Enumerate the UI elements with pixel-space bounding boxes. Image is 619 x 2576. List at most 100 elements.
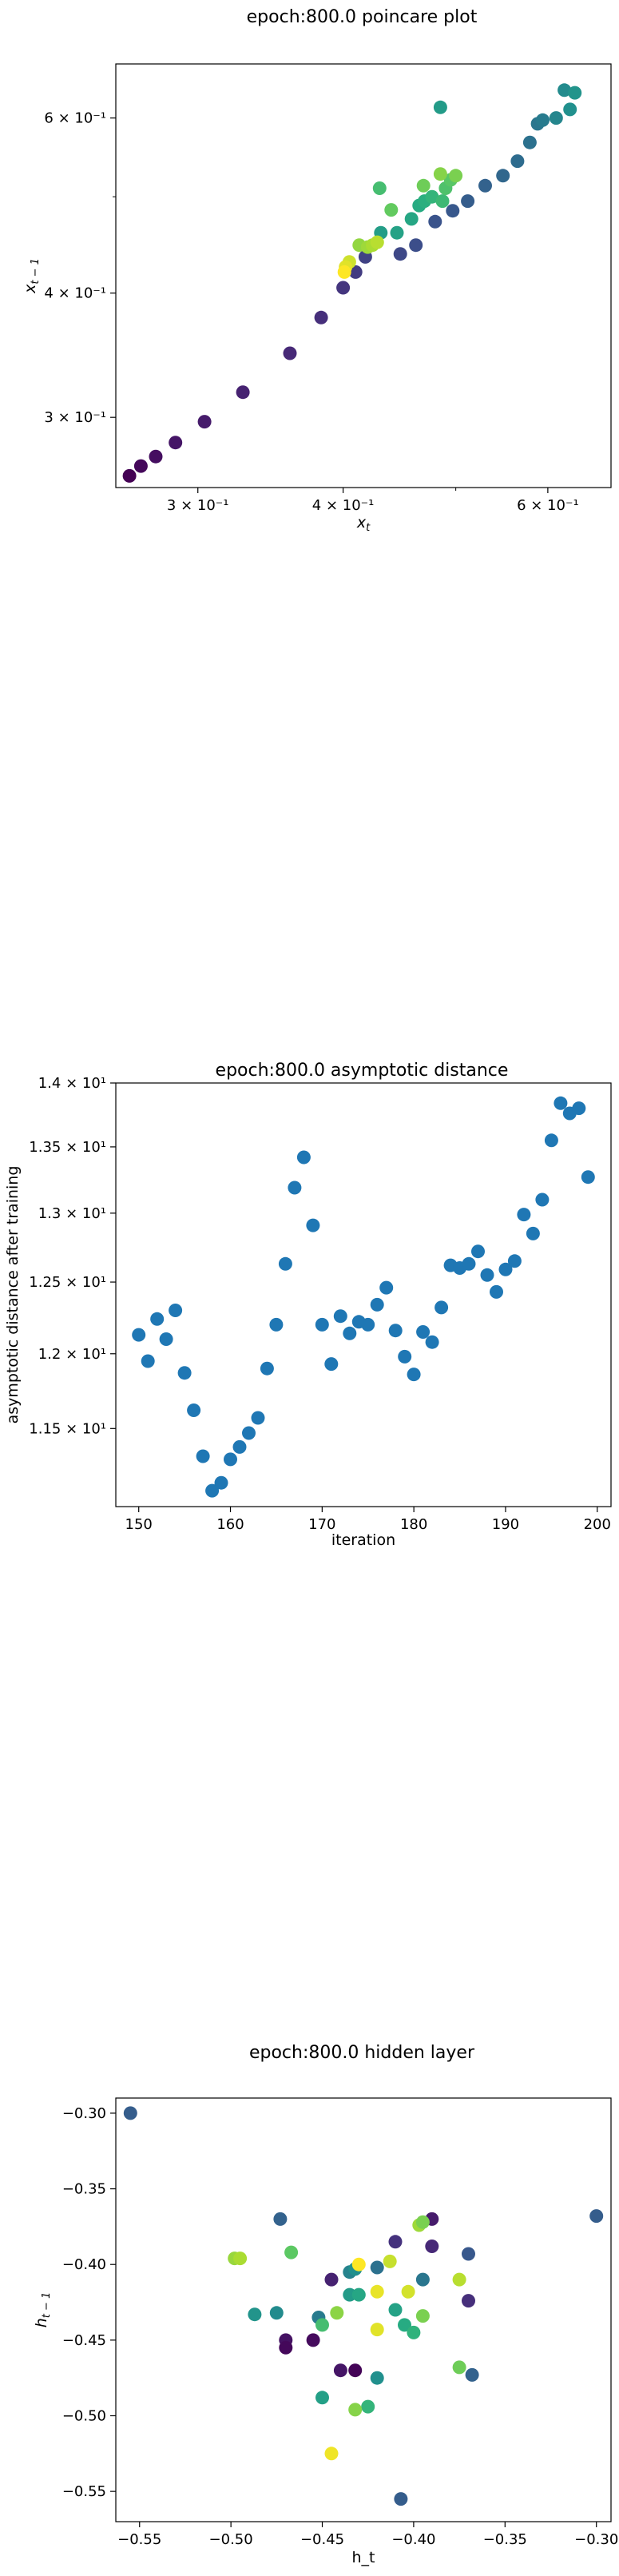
data-point — [343, 1326, 357, 1340]
data-point — [404, 212, 419, 226]
data-point — [462, 1256, 476, 1271]
data-point — [462, 2247, 475, 2261]
data-point — [324, 2447, 339, 2461]
y-tick-label: 1.4 × 10¹ — [38, 1075, 106, 1092]
x-tick-label: −0.40 — [391, 2531, 435, 2548]
data-point — [433, 100, 447, 114]
data-point — [169, 436, 183, 450]
data-point — [361, 2399, 375, 2414]
x-axis-label: iteration — [331, 1531, 395, 1549]
x-tick-label: 150 — [125, 1516, 153, 1533]
asymptotic-distance-plot: epoch:800.0 asymptotic distance 150 160 17… — [4, 1061, 612, 1549]
y-tick-label: −0.50 — [62, 2408, 106, 2425]
data-point — [169, 1304, 183, 1317]
data-point — [314, 310, 328, 324]
x-tick-label: 4 × 10⁻¹ — [312, 497, 375, 514]
x-axis-label: xt — [356, 514, 371, 534]
data-point — [496, 169, 510, 183]
data-point — [351, 2257, 366, 2271]
data-point — [393, 247, 407, 261]
data-point — [348, 2403, 363, 2417]
data-point — [415, 2272, 430, 2287]
y-tick-label: −0.40 — [62, 2256, 106, 2273]
data-point — [348, 2363, 363, 2378]
data-point — [315, 2318, 329, 2332]
y-tick-label: 1.2 × 10¹ — [38, 1346, 106, 1363]
data-point — [388, 2303, 403, 2317]
y-tick-label: 1.25 × 10¹ — [29, 1274, 106, 1291]
data-point — [434, 1300, 449, 1315]
hidden-layer-plot: epoch:800.0 hidden layer −0.55 −0.50 −0.45… — [33, 2043, 618, 2566]
data-point — [370, 2260, 384, 2275]
data-point — [398, 2318, 411, 2332]
data-point — [315, 1317, 329, 1332]
data-point — [333, 2363, 347, 2378]
data-point — [141, 1354, 155, 1368]
data-point — [284, 2245, 299, 2259]
data-point — [554, 1096, 568, 1110]
data-point — [296, 1150, 311, 1165]
data-point — [273, 2212, 288, 2226]
data-point — [122, 468, 137, 483]
data-point — [123, 2106, 137, 2120]
data-point — [581, 1170, 595, 1184]
data-point — [306, 1218, 320, 1232]
data-point — [233, 2252, 248, 2266]
data-point — [324, 2272, 339, 2287]
x-tick-label: 6 × 10⁻¹ — [517, 497, 579, 514]
data-point — [526, 1226, 540, 1240]
x-axis-label: h_t — [352, 2549, 375, 2566]
data-point — [232, 1439, 247, 1454]
data-point — [415, 2215, 430, 2229]
data-point — [361, 1317, 375, 1332]
x-tick-label: 3 × 10⁻¹ — [167, 497, 229, 514]
data-point — [324, 1357, 339, 1372]
data-point — [348, 265, 363, 279]
y-axis-label: ht − 1 — [33, 2292, 53, 2328]
data-point — [471, 1244, 485, 1259]
y-tick-label: −0.35 — [62, 2181, 106, 2198]
y-tick-label: 4 × 10⁻¹ — [44, 285, 106, 302]
data-point — [224, 1452, 237, 1467]
y-tick-label: −0.55 — [62, 2483, 106, 2500]
plot-frame — [115, 63, 612, 488]
data-point — [214, 1475, 228, 1490]
y-tick-label: 1.15 × 10¹ — [29, 1420, 106, 1437]
y-tick-label: 6 × 10⁻¹ — [44, 110, 106, 127]
data-point — [407, 2325, 421, 2339]
data-point — [132, 1328, 146, 1342]
data-point — [370, 2371, 384, 2385]
data-point — [415, 2309, 430, 2323]
data-point — [159, 1332, 173, 1346]
data-point — [269, 2306, 284, 2320]
data-point — [398, 1349, 412, 1364]
data-point — [461, 194, 475, 209]
data-point — [507, 1254, 522, 1268]
poincare-plot: epoch:800.0 poincare plot 3 × 10⁻¹ 4 × 10… — [22, 7, 612, 534]
data-point — [407, 1368, 421, 1382]
data-point — [370, 1297, 384, 1312]
data-point — [370, 2323, 384, 2337]
data-point — [425, 189, 439, 204]
data-point — [370, 2284, 384, 2299]
data-point — [388, 1324, 403, 1338]
y-tick-label: −0.45 — [62, 2332, 106, 2349]
data-point — [205, 1483, 220, 1498]
data-point — [197, 415, 212, 429]
data-point — [384, 203, 399, 217]
data-point — [480, 1268, 494, 1282]
data-point — [435, 194, 450, 209]
data-point — [383, 2254, 397, 2268]
x-tick-label: −0.35 — [483, 2531, 527, 2548]
data-point — [409, 238, 423, 253]
data-point — [394, 2492, 408, 2506]
data-point — [177, 1366, 192, 1380]
data-point — [544, 1133, 558, 1148]
data-point — [390, 225, 404, 240]
data-point — [337, 265, 351, 279]
data-point — [351, 2287, 366, 2302]
x-tick-label: 180 — [400, 1516, 427, 1533]
data-point — [388, 2235, 403, 2249]
data-point — [465, 2367, 479, 2382]
data-point — [433, 167, 447, 181]
